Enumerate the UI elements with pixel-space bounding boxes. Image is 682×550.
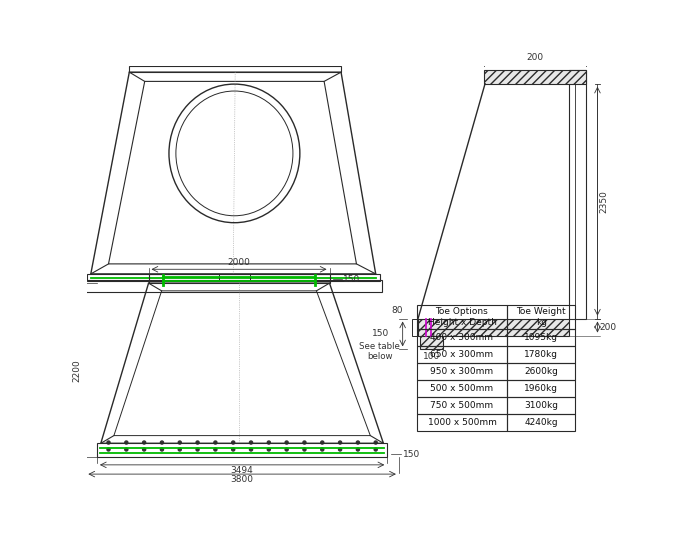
Circle shape xyxy=(267,448,270,451)
Circle shape xyxy=(143,441,146,444)
Circle shape xyxy=(250,441,252,444)
Circle shape xyxy=(107,448,110,451)
Circle shape xyxy=(178,441,181,444)
Text: 400 x 300mm: 400 x 300mm xyxy=(430,333,494,342)
Text: 1960kg: 1960kg xyxy=(524,384,559,393)
Text: 150: 150 xyxy=(372,329,389,338)
Circle shape xyxy=(232,441,235,444)
Bar xyxy=(507,329,575,346)
Circle shape xyxy=(374,441,377,444)
Bar xyxy=(417,329,507,346)
Bar xyxy=(149,274,329,283)
Bar xyxy=(412,318,418,336)
Circle shape xyxy=(321,441,324,444)
Bar xyxy=(507,397,575,414)
Text: 100: 100 xyxy=(423,353,440,361)
Circle shape xyxy=(160,448,164,451)
Text: 3100kg: 3100kg xyxy=(524,401,559,410)
Bar xyxy=(484,70,586,84)
Bar xyxy=(418,318,569,336)
Circle shape xyxy=(250,448,252,451)
Text: 3800: 3800 xyxy=(231,475,254,484)
Bar xyxy=(507,380,575,397)
Circle shape xyxy=(196,448,199,451)
Text: 2000: 2000 xyxy=(228,258,250,267)
Text: 1780kg: 1780kg xyxy=(524,350,559,359)
Text: Toe Options
Height x Depth: Toe Options Height x Depth xyxy=(428,307,496,327)
Circle shape xyxy=(303,441,306,444)
Text: 2600kg: 2600kg xyxy=(524,367,558,376)
Bar xyxy=(507,346,575,363)
Text: 150: 150 xyxy=(402,449,420,459)
Text: 200: 200 xyxy=(599,322,617,332)
Bar xyxy=(97,443,387,457)
Bar xyxy=(507,414,575,431)
Bar xyxy=(417,363,507,380)
Circle shape xyxy=(321,448,324,451)
Text: 500 x 500mm: 500 x 500mm xyxy=(430,384,494,393)
Text: 80: 80 xyxy=(391,306,402,315)
Bar xyxy=(507,363,575,380)
Circle shape xyxy=(214,441,217,444)
Circle shape xyxy=(285,441,288,444)
Circle shape xyxy=(125,441,128,444)
Text: 150: 150 xyxy=(343,275,361,284)
Circle shape xyxy=(357,448,359,451)
Bar xyxy=(130,66,341,72)
Circle shape xyxy=(196,441,199,444)
Circle shape xyxy=(125,448,128,451)
Bar xyxy=(419,336,443,349)
Circle shape xyxy=(178,448,181,451)
Bar xyxy=(507,305,575,329)
Text: See table
below: See table below xyxy=(359,342,400,361)
Bar xyxy=(417,414,507,431)
Bar xyxy=(417,305,507,329)
Bar xyxy=(569,70,586,318)
Circle shape xyxy=(160,441,164,444)
Bar xyxy=(85,280,382,292)
Bar xyxy=(417,380,507,397)
Bar xyxy=(417,346,507,363)
Text: 750 x 500mm: 750 x 500mm xyxy=(430,401,494,410)
Circle shape xyxy=(357,441,359,444)
Bar xyxy=(87,274,380,281)
Text: Toe Weight
kg: Toe Weight kg xyxy=(516,307,566,327)
Text: 3494: 3494 xyxy=(231,466,254,475)
Text: 950 x 300mm: 950 x 300mm xyxy=(430,367,494,376)
Circle shape xyxy=(143,448,146,451)
Circle shape xyxy=(303,448,306,451)
Text: 1095kg: 1095kg xyxy=(524,333,559,342)
Text: 1000 x 500mm: 1000 x 500mm xyxy=(428,418,496,427)
Circle shape xyxy=(374,448,377,451)
Circle shape xyxy=(338,448,342,451)
Circle shape xyxy=(338,441,342,444)
Text: 200: 200 xyxy=(526,53,544,62)
Text: 4240kg: 4240kg xyxy=(524,418,558,427)
Text: 2200: 2200 xyxy=(72,359,82,382)
Circle shape xyxy=(267,441,270,444)
Text: 2350: 2350 xyxy=(599,190,609,212)
Circle shape xyxy=(232,448,235,451)
Bar xyxy=(417,397,507,414)
Circle shape xyxy=(107,441,110,444)
Circle shape xyxy=(214,448,217,451)
Text: 650 x 300mm: 650 x 300mm xyxy=(430,350,494,359)
Circle shape xyxy=(285,448,288,451)
